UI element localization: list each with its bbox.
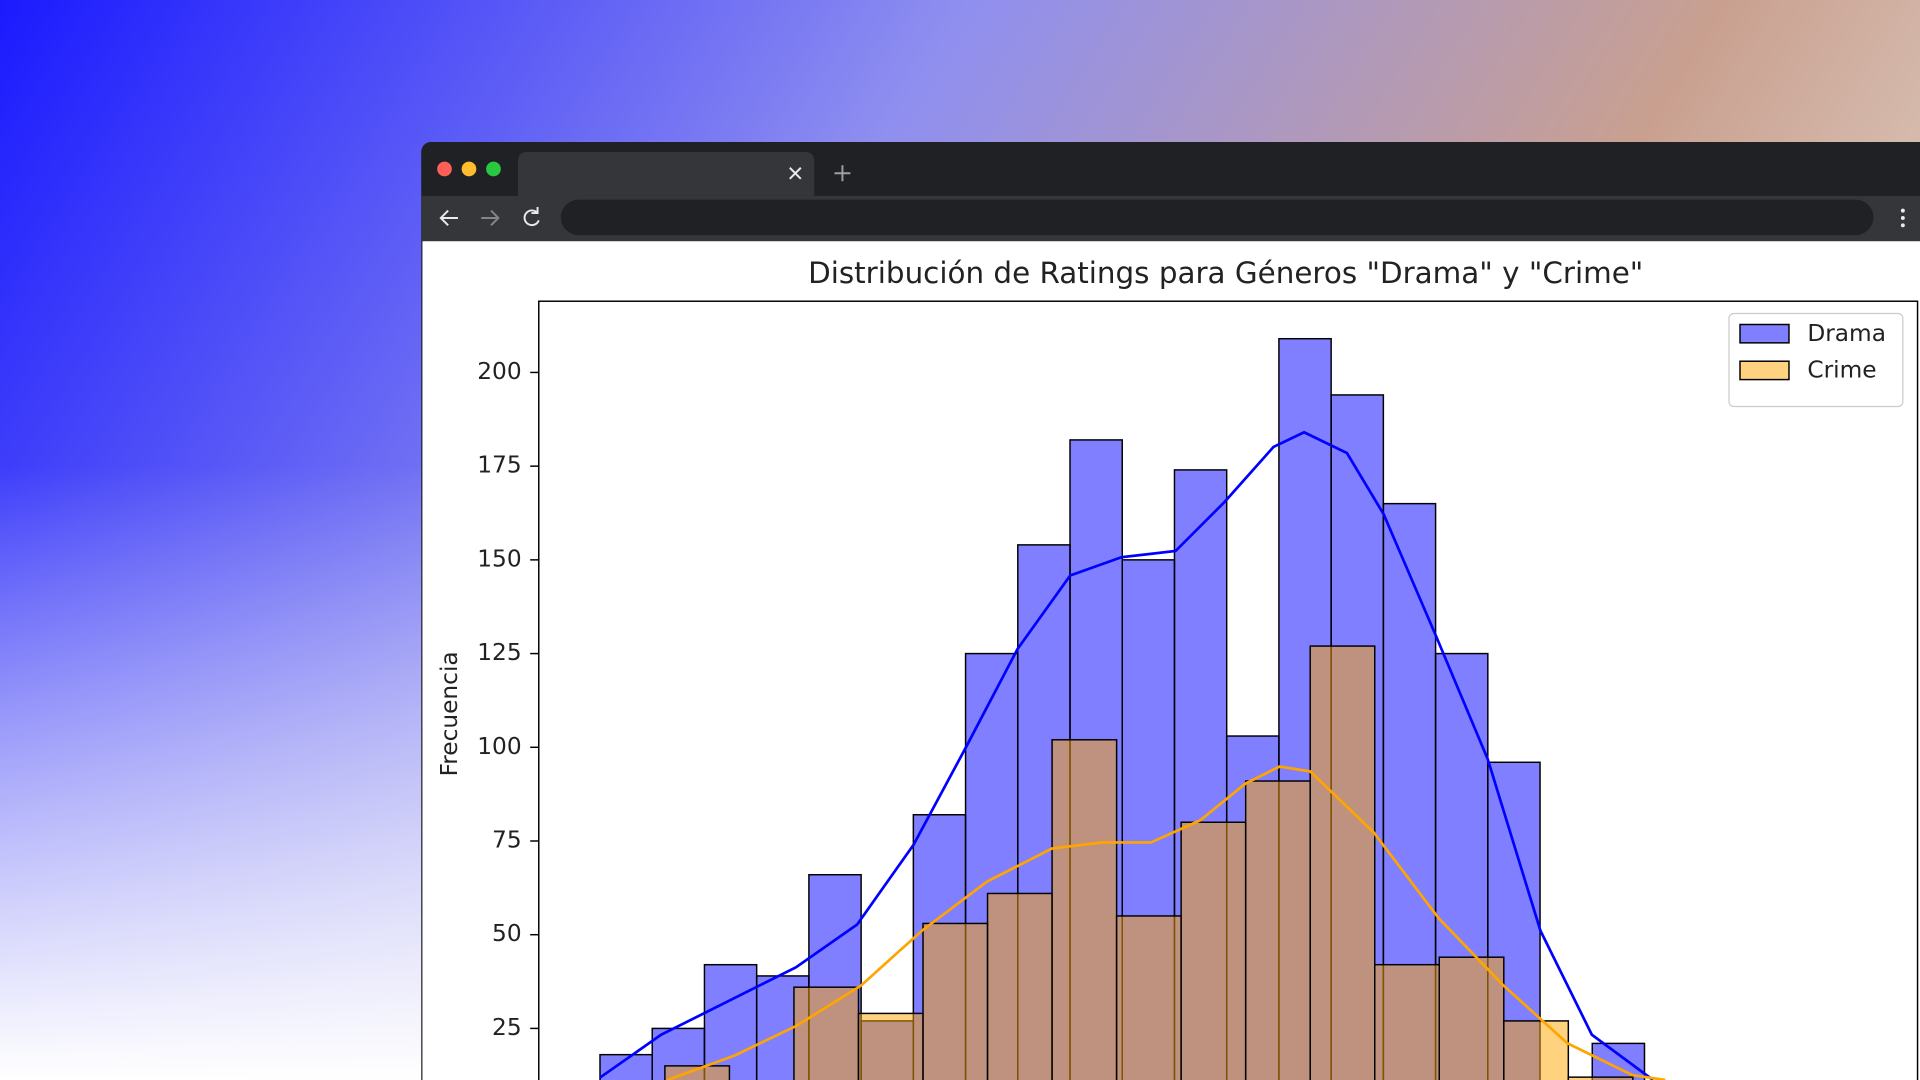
bar (1051, 739, 1118, 1080)
legend-swatch (1739, 360, 1790, 381)
legend-label: Drama (1807, 320, 1886, 347)
bar (793, 986, 860, 1080)
axes-frame (538, 300, 1919, 1080)
y-tick-label: 75 (492, 826, 522, 853)
y-tick-label: 175 (477, 452, 521, 479)
bar (857, 1012, 924, 1080)
legend-label: Crime (1807, 357, 1876, 384)
bar (1115, 915, 1182, 1080)
bar (1503, 1020, 1570, 1080)
y-tick-label: 150 (477, 545, 521, 572)
plot-area (599, 337, 1646, 1080)
legend-swatch (1739, 323, 1790, 344)
bar (1244, 780, 1311, 1080)
y-axis: 25 50 75 100 125 150 175 200 (477, 358, 539, 1041)
legend: Drama Crime (1728, 312, 1904, 408)
bar (664, 1065, 731, 1080)
tab-close[interactable] (789, 167, 802, 180)
tab[interactable] (517, 151, 815, 196)
bar (703, 963, 758, 1080)
minimize-window[interactable] (461, 161, 477, 177)
chart-title: Distribución de Ratings para Géneros "Dr… (808, 256, 1643, 290)
new-tab[interactable] (834, 165, 851, 182)
bar (1309, 645, 1376, 1080)
bar (922, 922, 989, 1080)
bar (1591, 1042, 1646, 1080)
close-window[interactable] (437, 161, 452, 177)
bar (986, 892, 1053, 1080)
kde-curves (599, 430, 1666, 1080)
bar (1180, 821, 1247, 1080)
y-tick-label: 100 (477, 733, 521, 760)
y-tick-label: 125 (477, 639, 521, 666)
y-axis-label: Frecuencia (436, 651, 463, 776)
address-bar[interactable] (560, 199, 1874, 236)
kde-curve (666, 765, 1666, 1080)
reload-button[interactable] (523, 206, 540, 227)
bar (1438, 956, 1505, 1080)
bar (1567, 1076, 1634, 1080)
maximize-window[interactable] (486, 161, 501, 177)
back-button[interactable] (439, 209, 458, 226)
y-tick-label: 200 (477, 358, 521, 385)
menu-button[interactable] (1900, 208, 1905, 228)
y-tick-label: 50 (492, 920, 522, 947)
forward-button[interactable] (481, 209, 500, 226)
bar (1373, 963, 1440, 1080)
kde-curve (599, 430, 1654, 1080)
y-tick-label: 25 (492, 1014, 522, 1041)
